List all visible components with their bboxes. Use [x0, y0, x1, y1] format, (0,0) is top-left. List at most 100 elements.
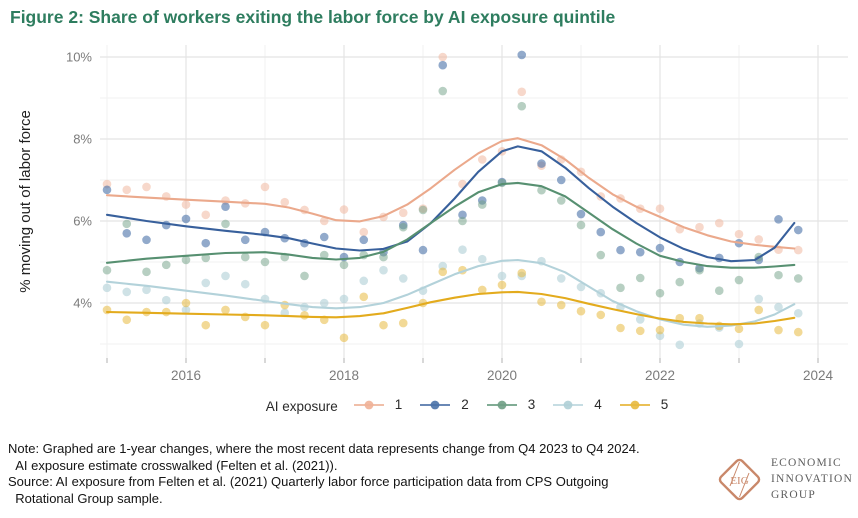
data-point-q4 [458, 245, 467, 254]
svg-text:2020: 2020 [487, 368, 517, 383]
series-5-points [102, 265, 803, 343]
legend-label: 3 [527, 397, 536, 412]
figure-title: Figure 2: Share of workers exiting the l… [10, 7, 616, 27]
data-point-q3 [240, 252, 250, 262]
eig-logo-text-line: INNOVATION [770, 472, 853, 485]
data-point-q3 [339, 260, 349, 270]
data-point-q4 [379, 265, 388, 275]
svg-text:2022: 2022 [645, 368, 675, 383]
series-2-line [105, 145, 796, 263]
svg-text:2024: 2024 [803, 368, 834, 383]
series-1-points [102, 52, 803, 255]
data-point-q4 [181, 305, 191, 315]
data-point-q3 [418, 205, 428, 215]
data-point-q5 [793, 327, 803, 337]
legend-items: 1 2 3 4 5 [352, 397, 685, 417]
footnote-line: Source: AI exposure from Felten et al. (… [8, 474, 609, 489]
data-point-q4 [477, 254, 487, 264]
data-point-q3 [201, 253, 211, 263]
svg-text:2018: 2018 [329, 368, 359, 383]
svg-text:6%: 6% [73, 214, 92, 229]
data-point-q2 [616, 245, 625, 255]
legend-label: 1 [394, 397, 403, 412]
data-point-q1 [260, 182, 270, 192]
data-point-q5 [339, 333, 349, 343]
data-point-q3 [714, 286, 724, 295]
data-point-q1 [359, 227, 369, 237]
data-point-q3 [181, 255, 191, 265]
data-point-q2 [635, 247, 645, 257]
data-point-q2 [458, 210, 467, 220]
svg-text:8%: 8% [73, 132, 92, 147]
data-point-q4 [774, 302, 783, 312]
data-point-q5 [477, 285, 487, 295]
data-point-q5 [537, 297, 546, 307]
gridlines-major [100, 45, 848, 358]
eig-logo-text-line: ECONOMIC [770, 457, 842, 469]
data-point-q5 [497, 280, 507, 290]
legend-title: AI exposure [265, 399, 338, 415]
data-point-q5 [754, 305, 764, 315]
data-point-q3 [142, 267, 151, 277]
footnote-line: Note: Graphed are 1-year changes, where … [8, 441, 640, 456]
data-point-q3 [458, 216, 467, 226]
data-point-q1 [398, 208, 408, 218]
data-point-q4 [359, 276, 369, 286]
data-point-q1 [477, 155, 487, 164]
data-point-q4 [319, 298, 329, 308]
data-point-q1 [793, 245, 803, 255]
legend-item-q1: 1 [352, 397, 403, 412]
data-point-q5 [379, 320, 388, 330]
footnote-line: AI exposure estimate crosswalked (Felten… [8, 457, 338, 473]
data-point-q3 [616, 283, 625, 293]
data-point-q5 [576, 306, 586, 316]
data-point-q1 [181, 200, 191, 209]
data-point-q2 [517, 50, 527, 60]
gridlines-minor [100, 45, 848, 358]
data-point-q3 [774, 270, 783, 280]
data-point-q4 [497, 271, 507, 281]
data-point-q5 [616, 323, 625, 333]
data-point-q2 [240, 235, 250, 245]
series-5-line [105, 290, 796, 326]
data-point-q4 [102, 283, 112, 293]
data-point-q1 [695, 222, 704, 232]
data-point-q3 [379, 252, 388, 262]
data-point-q3 [675, 277, 685, 287]
data-point-q2 [102, 185, 112, 195]
data-point-q2 [596, 227, 606, 237]
y-axis-title: % moving out of labor force [17, 110, 34, 293]
series-1-line [105, 137, 796, 250]
data-point-q1 [438, 52, 448, 62]
legend-label: 4 [594, 397, 602, 412]
footnotes: Note: Graphed are 1-year changes, where … [8, 441, 640, 507]
data-point-q2 [576, 209, 586, 219]
chart-plot: 10% 8% 6% 4% 2016 2018 2020 2022 2024 % moving ou… [17, 45, 848, 383]
data-point-q3 [517, 101, 527, 111]
data-point-q2 [774, 215, 783, 224]
data-point-q2 [438, 60, 448, 70]
data-point-q3 [556, 196, 566, 205]
footnote-line: Rotational Group sample. [8, 490, 163, 506]
data-point-q5 [161, 307, 171, 317]
data-point-q5 [221, 305, 230, 315]
data-point-q3 [576, 220, 586, 230]
data-point-q4 [675, 340, 685, 350]
data-point-q1 [754, 235, 764, 244]
legend-key-icon [420, 400, 451, 409]
legend-label: 5 [660, 397, 669, 412]
data-point-q1 [734, 229, 744, 239]
data-point-q4 [122, 287, 132, 297]
data-point-q5 [438, 267, 448, 277]
svg-text:10%: 10% [66, 50, 92, 65]
legend-item-q3: 3 [485, 397, 536, 412]
data-point-q2 [537, 159, 546, 168]
data-point-q2 [201, 238, 211, 248]
data-point-q5 [359, 292, 369, 302]
data-point-q5 [774, 325, 783, 335]
data-point-q5 [260, 320, 270, 330]
data-point-q5 [655, 325, 665, 335]
eig-logo-icon: EIG [718, 459, 761, 501]
data-point-q3 [477, 200, 487, 209]
legend-key-icon [619, 400, 650, 409]
